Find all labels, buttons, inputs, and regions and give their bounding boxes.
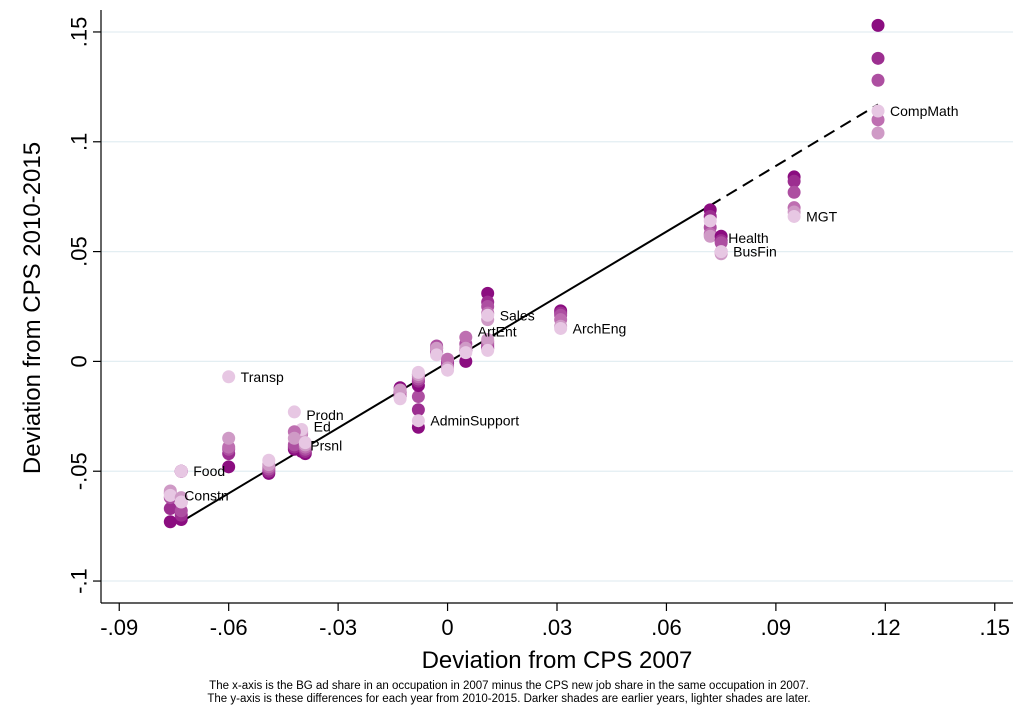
occupation-label: Constn xyxy=(184,487,228,503)
axes: -.1 -.05 0 .05 .1 .15 -.09 -.06 -.03 0 .03 .06 .09 .1… xyxy=(67,10,1013,640)
data-point xyxy=(411,403,425,417)
data-point xyxy=(222,431,236,445)
scatter-chart: -.1 -.05 0 .05 .1 .15 -.09 -.06 -.03 0 .03 .06 .09 .1… xyxy=(19,10,1013,670)
fit-line-dashed xyxy=(709,103,879,207)
x-tick-label: 0 xyxy=(441,615,453,640)
data-point xyxy=(871,18,885,32)
data-point xyxy=(787,185,801,199)
x-tick-label: .12 xyxy=(870,615,901,640)
data-point xyxy=(714,245,728,259)
data-point xyxy=(871,104,885,118)
y-tick-label: -.1 xyxy=(67,568,92,594)
y-tick-label: .05 xyxy=(67,236,92,267)
data-point xyxy=(787,209,801,223)
data-point xyxy=(459,330,473,344)
y-tick-label: -.05 xyxy=(67,452,92,490)
x-tick-label: -.03 xyxy=(319,615,357,640)
data-point xyxy=(411,390,425,404)
data-point xyxy=(787,174,801,188)
data-point xyxy=(481,343,495,357)
data-point xyxy=(871,73,885,87)
data-point xyxy=(174,464,188,478)
occupation-label: MGT xyxy=(806,208,838,224)
occupation-label: ArchEng xyxy=(573,320,627,336)
data-point xyxy=(287,405,301,419)
x-tick-label: .03 xyxy=(542,615,573,640)
data-point xyxy=(393,392,407,406)
occupation-label: AdminSupport xyxy=(430,413,519,429)
occupation-label: Prodn xyxy=(306,407,343,423)
gridlines xyxy=(101,31,1013,582)
x-tick-label: .06 xyxy=(651,615,682,640)
x-tick-label: .09 xyxy=(761,615,792,640)
data-point xyxy=(174,495,188,509)
data-point xyxy=(703,214,717,228)
data-point xyxy=(871,51,885,65)
occupation-label: Transp xyxy=(241,369,284,385)
occupation-label: Health xyxy=(728,230,768,246)
data-point xyxy=(430,348,444,362)
data-point xyxy=(554,321,568,335)
x-axis-label: Deviation from CPS 2007 xyxy=(422,647,693,670)
x-tick-label: -.09 xyxy=(100,615,138,640)
occupation-label: Ed xyxy=(314,418,331,434)
data-point xyxy=(222,460,236,474)
occupation-label: BusFin xyxy=(733,244,777,260)
occupation-label: CompMath xyxy=(890,103,958,119)
y-tick-label: .15 xyxy=(67,17,92,48)
data-point xyxy=(703,229,717,243)
data-point xyxy=(871,126,885,140)
caption-line-2: The y-axis is these differences for each… xyxy=(207,693,811,705)
data-point xyxy=(411,414,425,428)
data-point xyxy=(163,515,177,529)
occupation-label: Food xyxy=(193,463,225,479)
data-point xyxy=(222,370,236,384)
y-tick-label: .1 xyxy=(67,133,92,151)
data-point xyxy=(481,308,495,322)
occupation-label: Sales xyxy=(500,307,535,323)
x-tick-label: -.06 xyxy=(210,615,248,640)
occupation-label: ArtEnt xyxy=(478,324,517,340)
y-tick-label: 0 xyxy=(67,355,92,367)
data-point xyxy=(298,436,312,450)
x-tick-label: .15 xyxy=(979,615,1010,640)
data-point xyxy=(163,488,177,502)
data-points xyxy=(163,18,885,529)
caption-line-1: The x-axis is the BG ad share in an occu… xyxy=(209,680,809,692)
data-point xyxy=(441,363,455,377)
data-point xyxy=(481,332,495,346)
data-point xyxy=(163,502,177,516)
data-point xyxy=(459,346,473,360)
occupation-label: Prsnl xyxy=(310,438,342,454)
data-point xyxy=(262,453,276,467)
data-point xyxy=(411,365,425,379)
y-axis-label: Deviation from CPS 2010-2015 xyxy=(19,142,46,474)
data-point xyxy=(287,431,301,445)
